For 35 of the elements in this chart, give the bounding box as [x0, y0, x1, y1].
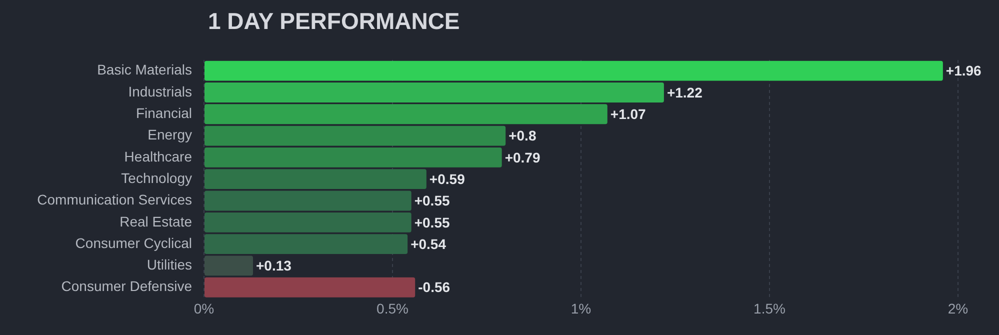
bar: [204, 169, 426, 190]
y-tick-label: Consumer Defensive: [61, 278, 192, 294]
data-label: -0.56: [418, 279, 450, 296]
x-tick-label: 2%: [948, 300, 968, 316]
bar: [204, 190, 412, 211]
bar: [204, 277, 416, 298]
bar: [204, 60, 943, 81]
y-tick-label: Real Estate: [120, 213, 192, 230]
chart-title: 1 DAY PERFORMANCE: [208, 8, 460, 35]
data-label: +0.59: [429, 170, 466, 187]
y-tick-label: Technology: [121, 170, 192, 186]
y-tick-label: Consumer Cyclical: [75, 234, 192, 251]
y-tick-label: Energy: [148, 126, 192, 143]
data-label: +0.8: [508, 128, 536, 144]
data-label: +0.54: [410, 236, 446, 252]
x-tick-label: 0%: [194, 300, 214, 316]
y-tick-label: Utilities: [146, 256, 192, 273]
data-label: +1.96: [946, 62, 982, 79]
bar: [204, 256, 254, 276]
y-tick-label: Financial: [136, 104, 192, 121]
y-tick-label: Basic Materials: [97, 62, 192, 78]
y-tick-label: Industrials: [128, 83, 192, 100]
data-label: +1.07: [610, 106, 646, 122]
data-label: +0.79: [504, 149, 540, 166]
x-tick-label: 1%: [570, 300, 592, 316]
bar: [204, 104, 608, 124]
data-label: +1.22: [666, 84, 703, 100]
data-label: +0.13: [256, 258, 292, 274]
x-tick-label: 1.5%: [754, 300, 786, 316]
data-label: +0.55: [414, 214, 450, 230]
bar: [204, 82, 664, 102]
y-tick-label: Communication Services: [37, 192, 192, 208]
x-tick-label: 0.5%: [376, 300, 408, 316]
data-label: +0.55: [414, 192, 450, 209]
y-tick-label: Healthcare: [124, 148, 192, 164]
